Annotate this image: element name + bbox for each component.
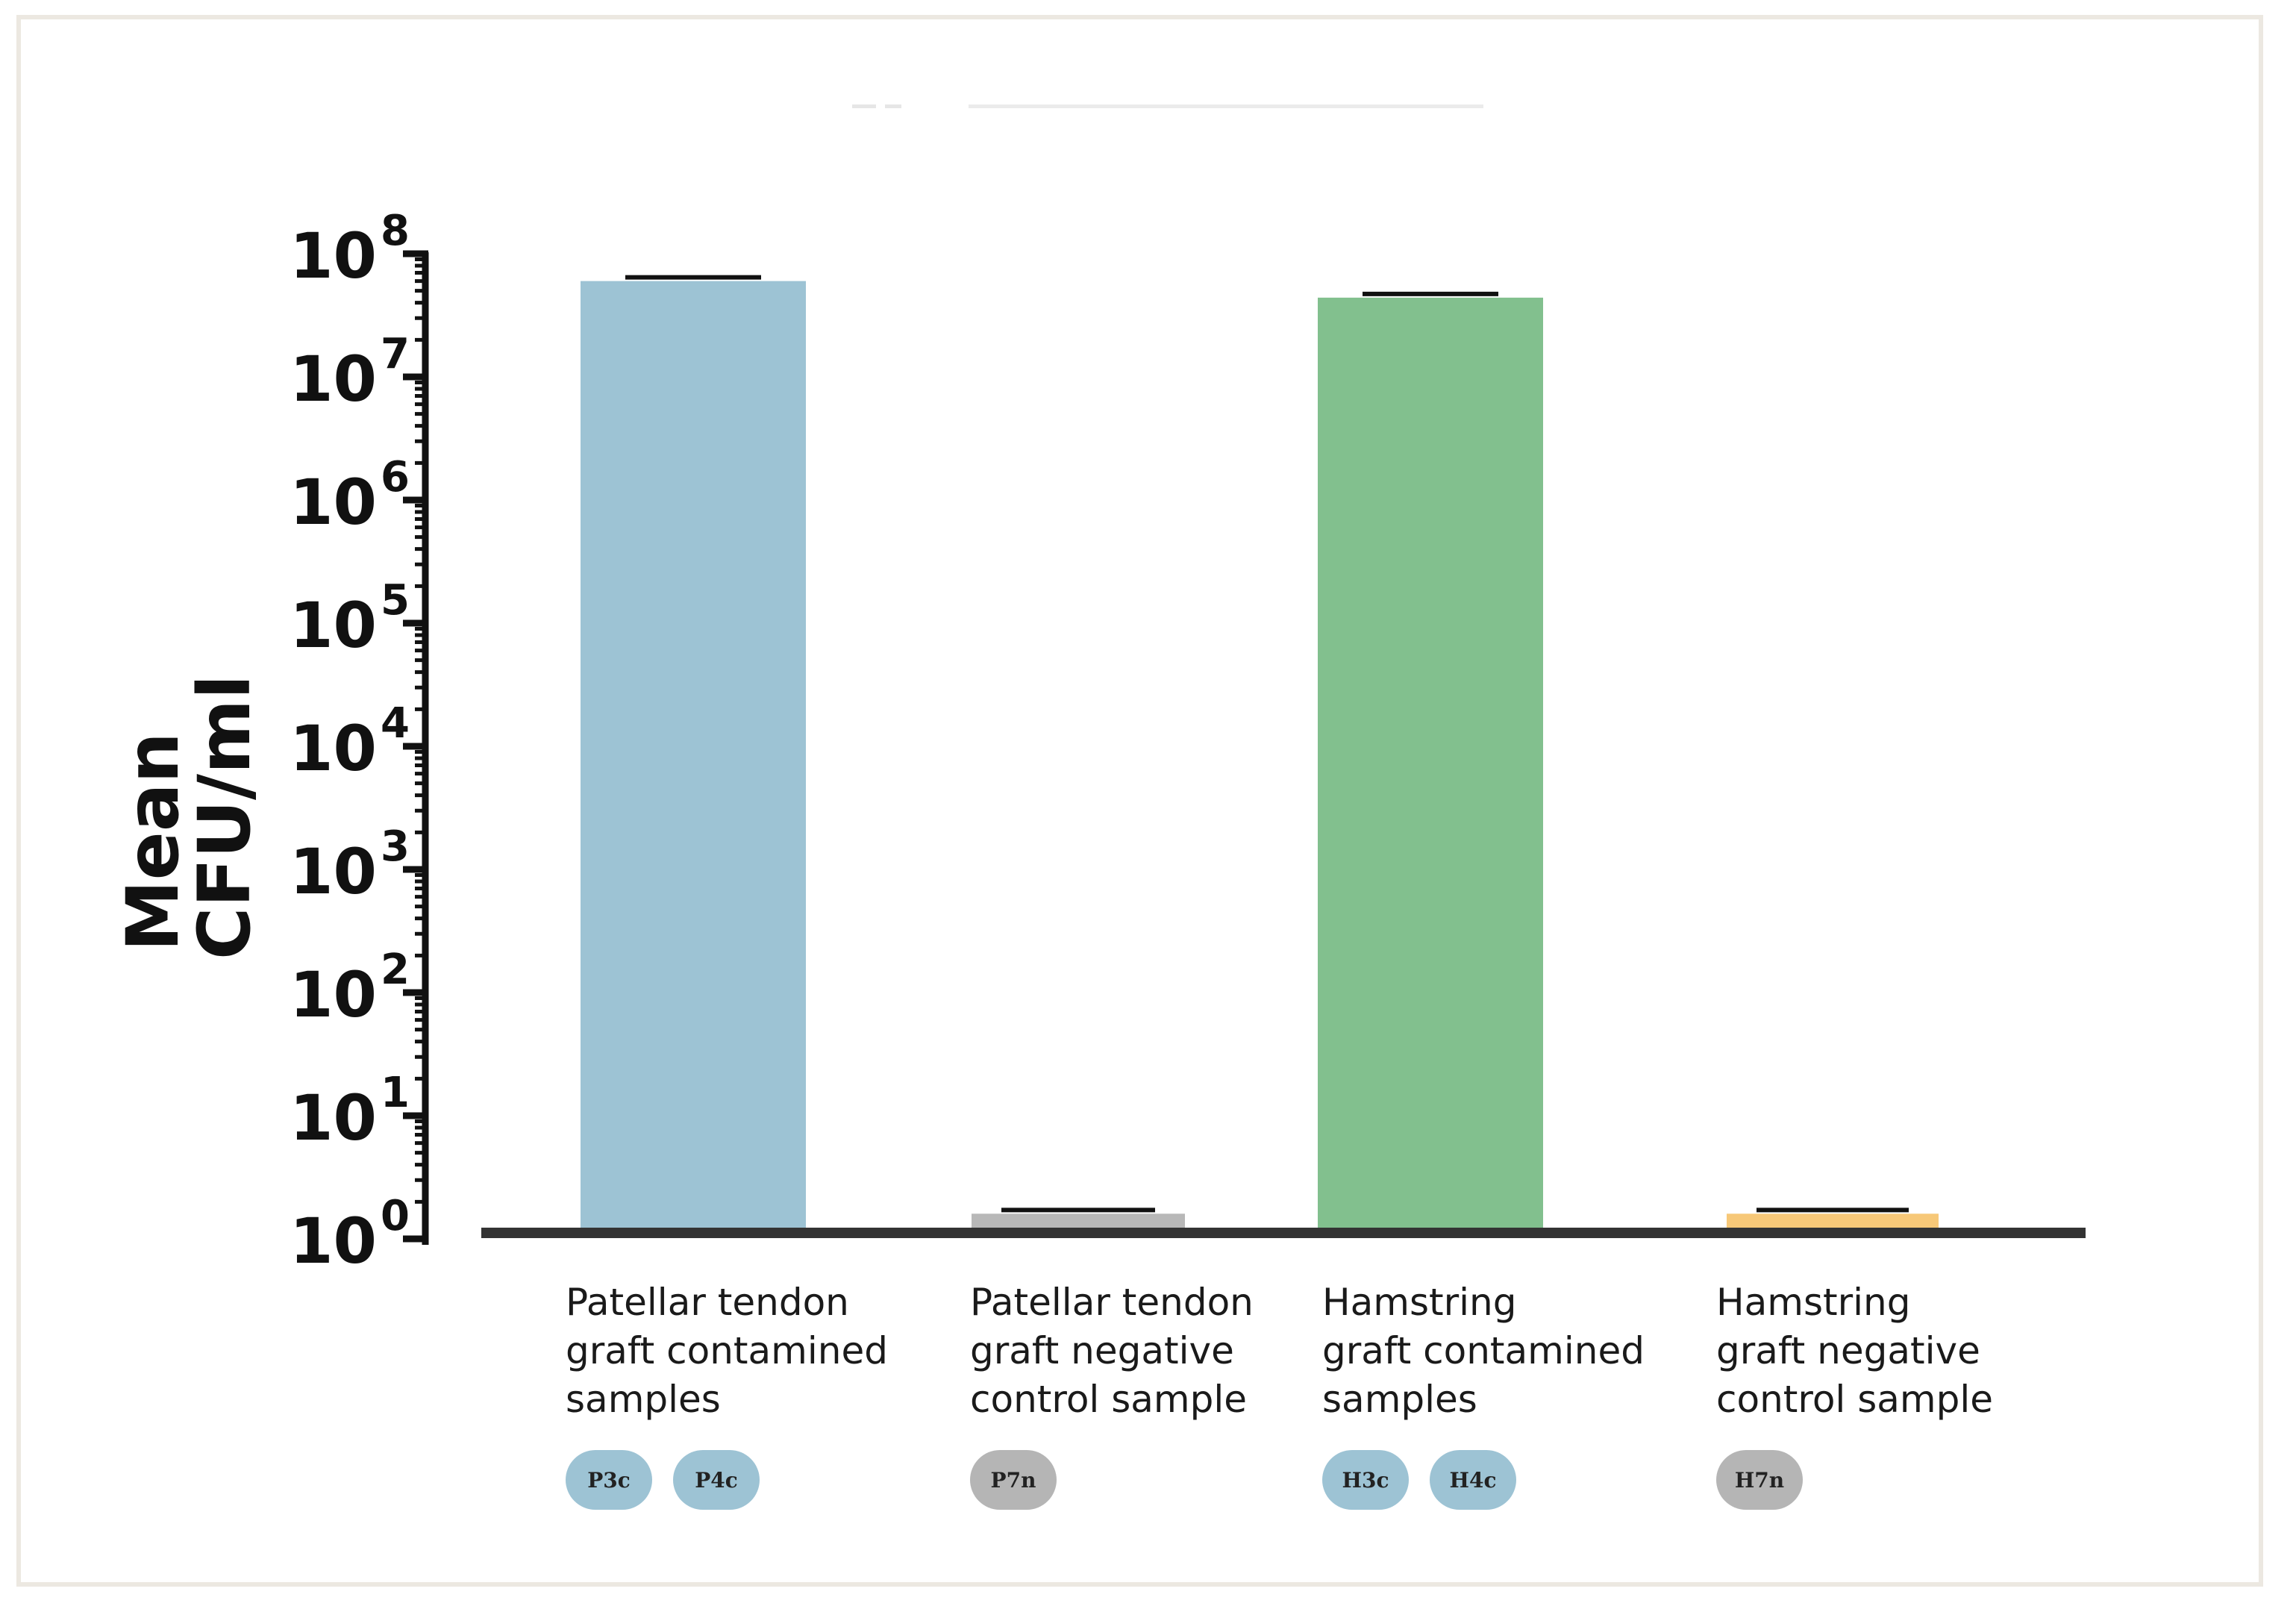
y-tick-label-exponent: 4 (381, 699, 410, 748)
y-tick-label-exponent: 1 (381, 1069, 410, 1117)
category-label-line: Hamstring (1716, 1281, 1910, 1324)
category-label-line: control sample (1716, 1378, 1993, 1421)
y-tick-label-base: 10 (290, 466, 377, 539)
sample-badge-label: P4c (695, 1468, 738, 1493)
y-tick-label-base: 10 (290, 958, 377, 1031)
sample-badges: P3c P4c P7n H3c H4c H7n (566, 1450, 1803, 1510)
sample-badge-label: P7n (991, 1468, 1036, 1493)
sample-badge (1430, 1450, 1516, 1510)
y-tick-label-exponent: 7 (381, 330, 410, 378)
category-label-line: control sample (970, 1378, 1247, 1421)
y-tick-label-base: 10 (290, 343, 377, 416)
y-tick-label-exponent: 3 (381, 822, 410, 871)
blurred-title-remnant (852, 104, 1483, 108)
y-tick-label-exponent: 0 (381, 1192, 410, 1240)
y-tick-label-exponent: 2 (381, 946, 410, 994)
category-label-line: Patellar tendon (566, 1281, 849, 1324)
category-label-line: samples (566, 1378, 721, 1421)
y-axis-label-line-1: Mean (111, 732, 195, 952)
bar (1318, 297, 1543, 1232)
category-label-line: graft negative (970, 1329, 1234, 1372)
y-tick-label-base: 10 (290, 219, 377, 293)
bar (581, 281, 806, 1233)
y-tick-label-base: 10 (290, 589, 377, 662)
y-tick-label-base: 10 (290, 1081, 377, 1155)
sample-badge-label: P3c (587, 1468, 631, 1493)
category-label-line: Patellar tendon (970, 1281, 1254, 1324)
y-tick-label-base: 10 (290, 835, 377, 908)
sample-badge-label: H3c (1342, 1468, 1389, 1493)
y-tick-label-exponent: 6 (381, 453, 410, 502)
category-label-line: graft contamined (1322, 1329, 1645, 1372)
category-label-line: Hamstring (1322, 1281, 1516, 1324)
chart-frame (16, 15, 2263, 1587)
category-label-line: graft negative (1716, 1329, 1980, 1372)
sample-badge-label: H7n (1735, 1468, 1784, 1493)
category-labels: Patellar tendon graft contamined samples Pa… (566, 1281, 1993, 1421)
bars (581, 275, 1939, 1233)
y-tick-label-exponent: 5 (381, 576, 410, 625)
sample-badge (970, 1450, 1057, 1510)
y-tick-label-base: 10 (290, 1205, 377, 1278)
category-label-line: samples (1322, 1378, 1477, 1421)
category-label-line: graft contamined (566, 1329, 888, 1372)
y-tick-label-base: 10 (290, 712, 377, 785)
sample-badge (566, 1450, 652, 1510)
sample-badge-label: H4c (1450, 1468, 1497, 1493)
sample-badge (1322, 1450, 1409, 1510)
y-tick-label-exponent: 8 (381, 207, 410, 255)
sample-badge (1716, 1450, 1803, 1510)
sample-badge (673, 1450, 760, 1510)
y-axis-label-line-2: CFU/ml (183, 675, 266, 960)
